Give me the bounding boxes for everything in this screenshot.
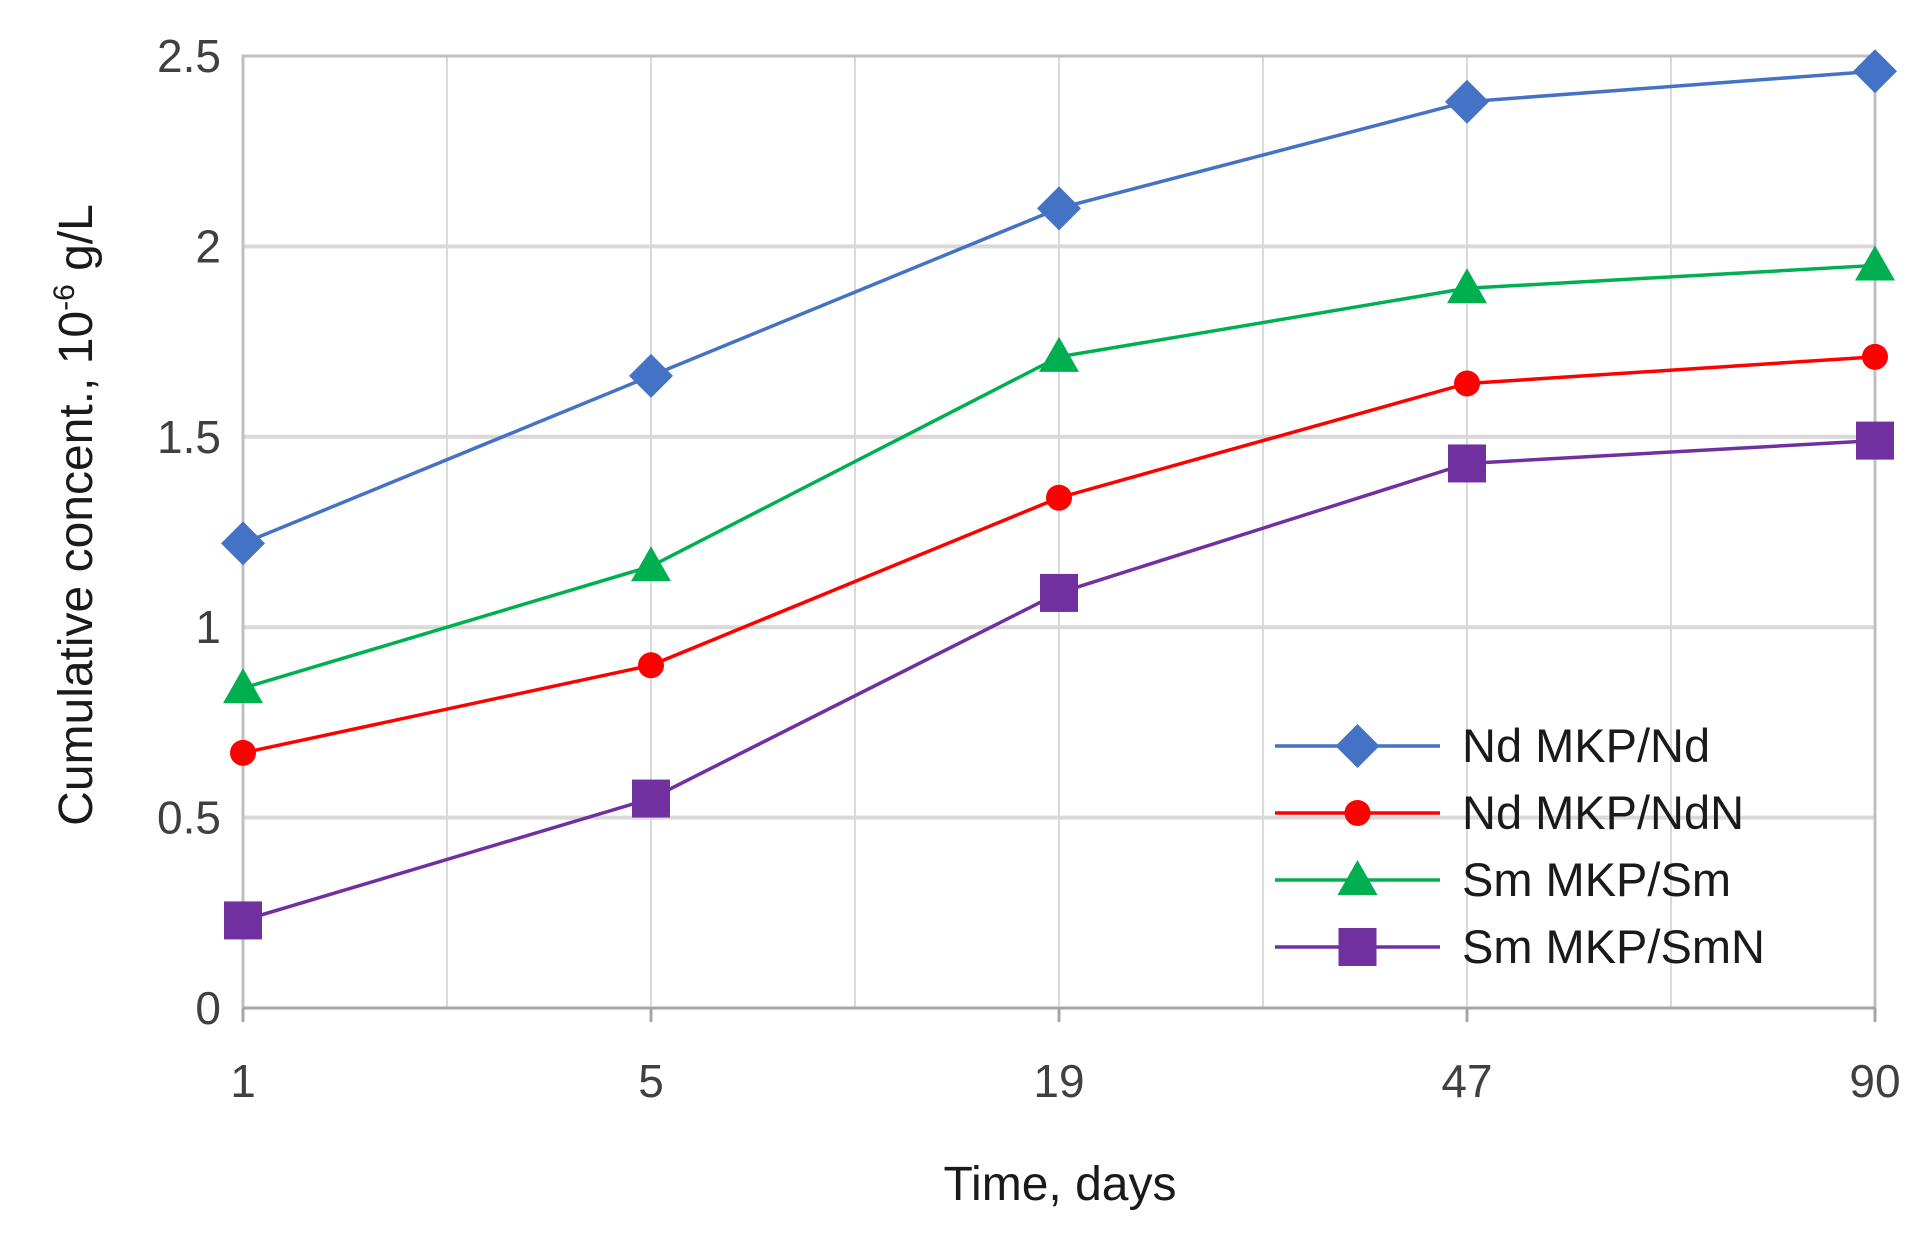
y-axis-title-prefix: Cumulative concent., 10 <box>50 311 103 826</box>
legend-marker-diamond <box>1335 724 1380 768</box>
legend-marker-square <box>1338 928 1377 966</box>
data-point-square <box>1040 573 1078 612</box>
x-tick-label: 5 <box>638 1055 664 1107</box>
x-tick-label: 19 <box>1033 1055 1084 1107</box>
x-tick-label: 1 <box>230 1055 256 1107</box>
legend-marker-circle <box>1344 800 1371 826</box>
data-point-diamond <box>629 353 673 398</box>
y-axis-title-suffix: g/L <box>50 204 103 284</box>
data-point-circle <box>1454 370 1480 397</box>
data-point-diamond <box>1037 186 1081 231</box>
x-axis-title: Time, days <box>944 1158 1177 1211</box>
data-point-circle <box>1046 484 1072 511</box>
y-axis-ticks: 0 0.5 1 1.5 2 2.5 <box>157 30 221 1034</box>
data-point-diamond <box>221 521 265 566</box>
series-triangle <box>223 245 1895 704</box>
y-tick-label: 1.5 <box>157 411 221 463</box>
y-tick-label: 1 <box>195 601 221 653</box>
legend-label: Nd MKP/Nd <box>1462 719 1710 772</box>
data-point-square <box>224 901 262 940</box>
legend-label: Sm MKP/SmN <box>1462 920 1765 973</box>
y-tick-label: 2.5 <box>157 30 221 82</box>
data-point-diamond <box>1445 79 1489 124</box>
data-point-circle <box>638 652 664 679</box>
data-point-circle <box>230 739 256 766</box>
y-tick-label: 0.5 <box>157 792 221 844</box>
data-point-triangle <box>1039 336 1079 372</box>
data-point-circle <box>1862 343 1888 370</box>
series-layer <box>221 49 1897 940</box>
series-diamond <box>221 49 1897 566</box>
y-axis-title: Cumulative concent., 10-6 g/L <box>48 204 103 826</box>
x-tick-label: 90 <box>1849 1055 1900 1107</box>
data-point-square <box>1448 444 1486 483</box>
legend-label: Nd MKP/NdN <box>1462 786 1744 839</box>
legend-entry: Sm MKP/Sm <box>1275 853 1731 906</box>
series-square <box>224 421 1894 940</box>
series-circle <box>230 343 1888 766</box>
data-point-diamond <box>1853 49 1897 94</box>
data-point-triangle <box>223 668 263 704</box>
data-point-triangle <box>1447 268 1487 304</box>
x-axis-ticks: 1 5 19 47 90 <box>230 1008 1901 1107</box>
data-point-triangle <box>631 546 671 582</box>
x-tick-label: 47 <box>1441 1055 1492 1107</box>
gridlines <box>243 56 1875 1008</box>
y-tick-label: 2 <box>195 220 221 272</box>
legend-entry: Nd MKP/Nd <box>1275 719 1710 772</box>
legend-label: Sm MKP/Sm <box>1462 853 1731 906</box>
y-tick-label: 0 <box>195 982 221 1034</box>
legend: Nd MKP/Nd Nd MKP/NdN Sm MKP/Sm Sm MKP/SmN <box>1275 719 1765 973</box>
y-axis-title-exponent: -6 <box>48 284 81 311</box>
legend-entry: Sm MKP/SmN <box>1275 920 1765 973</box>
data-point-square <box>632 779 670 818</box>
data-point-square <box>1856 421 1894 460</box>
legend-marker-triangle <box>1337 860 1378 895</box>
legend-entry: Nd MKP/NdN <box>1275 786 1744 839</box>
data-point-triangle <box>1855 245 1895 281</box>
